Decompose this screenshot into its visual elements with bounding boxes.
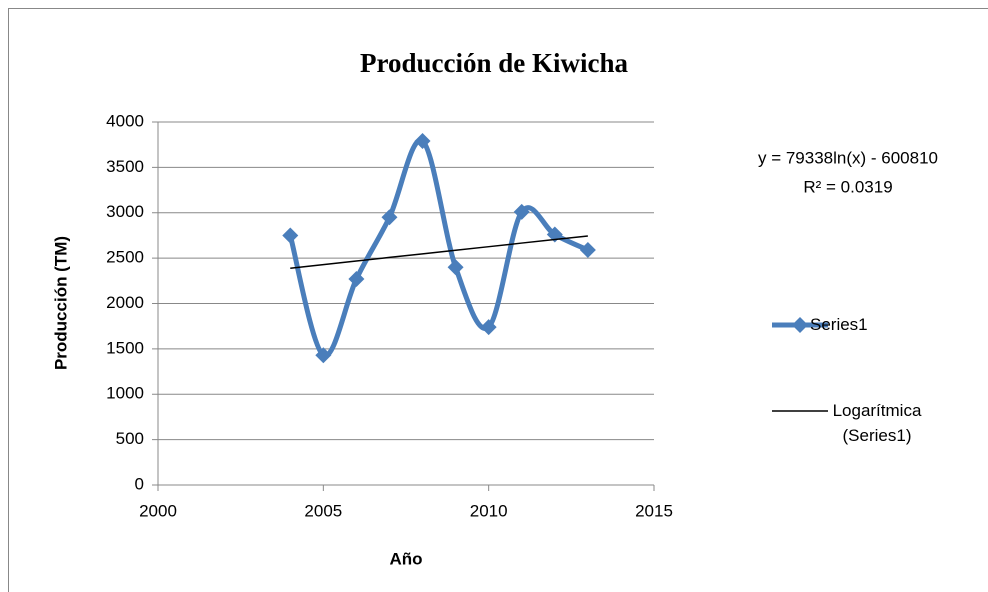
y-tick-label: 500: [116, 429, 144, 448]
legend-label: Logarítmica (Series1): [832, 401, 922, 445]
y-tick-label: 2000: [106, 293, 144, 312]
y-axis-label: Producción (TM): [51, 236, 70, 370]
y-tick-label: 1500: [106, 338, 144, 357]
marker: [447, 259, 464, 276]
y-tick-label: 0: [135, 474, 144, 493]
marker: [381, 209, 398, 226]
marker: [414, 133, 431, 150]
x-axis-label: Año: [389, 549, 422, 568]
marker: [348, 270, 365, 287]
x-tick-label: 2010: [470, 501, 508, 520]
trendline-equation: y = 79338ln(x) - 600810: [758, 148, 938, 167]
legend-label: Series1: [810, 315, 868, 334]
marker: [579, 241, 596, 258]
x-tick-label: 2015: [635, 501, 673, 520]
marker: [513, 203, 530, 220]
marker: [315, 347, 332, 364]
series-line: [287, 137, 589, 359]
x-tick-label: 2005: [304, 501, 342, 520]
y-tick-label: 1000: [106, 384, 144, 403]
chart-title: Producción de Kiwicha: [360, 48, 629, 78]
marker: [480, 319, 497, 336]
y-tick-label: 3500: [106, 157, 144, 176]
x-tick-label: 2000: [139, 501, 177, 520]
y-tick-label: 2500: [106, 248, 144, 267]
y-tick-label: 3000: [106, 202, 144, 221]
y-tick-label: 4000: [106, 111, 144, 130]
chart-border: [8, 8, 988, 592]
marker: [282, 227, 299, 244]
trendline-r2: R² = 0.0319: [803, 177, 892, 196]
legend-key-marker: [792, 317, 808, 333]
series-line: [290, 235, 588, 269]
